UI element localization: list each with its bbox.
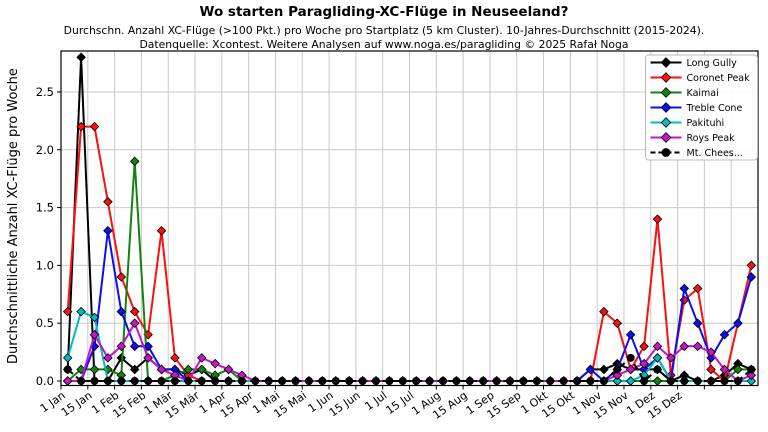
svg-text:Long Gully: Long Gully [687,58,738,69]
svg-text:Coronet Peak: Coronet Peak [687,73,751,84]
chart-subtitle-line2: Datenquelle: Xcontest. Weitere Analysen … [139,38,629,51]
legend-item-kaimai: Kaimai [650,87,719,99]
svg-text:Mt. Chees...: Mt. Chees... [687,148,743,159]
svg-text:15 Jun: 15 Jun [327,389,363,420]
svg-text:15 Jan: 15 Jan [59,389,95,419]
svg-text:2.5: 2.5 [36,85,54,99]
svg-text:Roys Peak: Roys Peak [687,133,736,144]
svg-text:Pakituhi: Pakituhi [687,118,725,129]
plot-gridlines [61,51,758,386]
svg-text:1.5: 1.5 [36,201,54,215]
legend-item-roys-peak: Roys Peak [650,132,736,144]
svg-text:0.5: 0.5 [36,316,54,330]
svg-text:0.0: 0.0 [36,374,54,388]
plot-axes [57,50,759,390]
chart-subtitle-line1: Durchschn. Anzahl XC-Flüge (>100 Pkt.) p… [63,24,705,37]
y-axis-tick-labels: 0.0 0.5 1.0 1.5 2.0 2.5 [36,85,54,388]
svg-text:Treble Cone: Treble Cone [686,103,743,114]
legend-item-coronet-peak: Coronet Peak [650,72,751,84]
legend-item-treble-cone: Treble Cone [650,102,743,114]
chart-title: Wo starten Paragliding-XC-Flüge in Neuse… [199,4,569,20]
legend: Long Gully Coronet Peak Kaimai Treble Cone P… [645,54,758,161]
legend-item-pakituhi: Pakituhi [650,117,725,129]
legend-item-mt-chees: Mt. Chees... [650,148,743,159]
svg-text:15 Jul: 15 Jul [384,389,417,417]
svg-text:2.0: 2.0 [36,143,54,157]
legend-item-long-gully: Long Gully [650,57,738,69]
svg-text:Kaimai: Kaimai [687,88,719,99]
series-mt-chees [63,353,756,385]
svg-text:1.0: 1.0 [36,258,54,272]
